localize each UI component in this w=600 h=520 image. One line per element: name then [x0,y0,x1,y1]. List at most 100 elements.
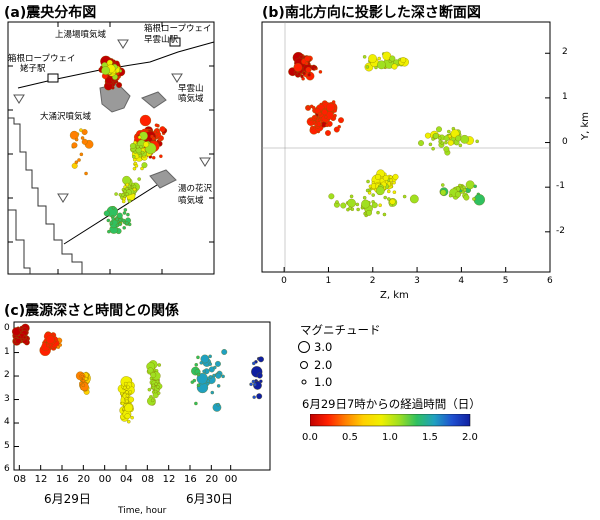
section-hypocenter-point [463,194,470,201]
depth-time-point [215,372,222,379]
depth-time-x-tick-label: 04 [120,474,133,485]
section-xlabel: Z, km [380,290,409,301]
mag-1-symbol [301,379,307,385]
section-hypocenter-point [297,72,301,76]
depth-time-x-tick-label: 00 [224,474,238,485]
label-yunohanazawa-1: 湯の花沢 [178,184,213,194]
depth-time-x-tick-label: 20 [205,474,219,485]
depth-time-point [125,399,129,404]
epicenter-point [137,135,142,140]
mag-1-label: 1.0 [314,375,333,389]
depth-time-point [249,382,253,387]
section-hypocenter-point [462,188,467,192]
section-y-tick-label: 2 [562,47,568,58]
depth-time-point [126,419,131,424]
section-hypocenter-point [400,57,407,63]
depth-time-x-tick-label: 00 [98,474,112,485]
station-triangle-icon [13,94,25,104]
section-x-tick-label: 1 [325,276,332,286]
section-hypocenter-point [371,202,378,209]
epicenter-point [101,66,110,75]
section-hypocenter-point [374,174,381,180]
depth-time-point [221,349,228,355]
epicenter-point [79,152,84,157]
epicenter-point [122,226,126,230]
section-hypocenter-point [337,124,341,129]
section-hypocenter-point [310,125,314,130]
section-x-tick-label: 2 [369,276,376,286]
section-hypocenter-point [299,55,304,59]
epicenter-point [114,192,118,196]
epicenter-point [106,218,111,223]
depth-time-point [128,390,133,394]
boundary-line [8,117,83,274]
section-hypocenter-point [331,100,336,104]
mag-3-label: 3.0 [314,340,333,354]
section-hypocenter-point [305,66,312,73]
label-kamiyuba: 上湯場噴気域 [55,30,107,40]
ubako-station-marker [47,73,59,83]
section-hypocenter-point [475,139,479,144]
section-hypocenter-point [368,54,377,63]
epicenter-point [129,143,136,149]
mag-2-label: 2.0 [314,358,333,372]
section-hypocenter-point [333,126,340,133]
epicenter-point [159,154,163,159]
depth-time-point [202,369,206,374]
depth-time-point [252,361,256,366]
label-yunohanazawa-2: 噴気域 [178,196,204,206]
section-hypocenter-point [433,133,439,139]
epicenter-point [74,137,79,142]
depth-time-point [194,363,199,367]
depth-time-point [256,372,263,379]
depth-time-point [56,345,61,349]
epicenter-point [116,82,123,89]
section-hypocenter-point [377,60,386,70]
epicenter-point [140,150,145,155]
depth-time-point [258,356,264,363]
station-triangle-icon [117,39,129,49]
section-hypocenter-point [458,143,463,148]
section-y-tick-label: 1 [562,91,568,102]
panel-a-title: (a)震央分布図 [4,5,97,21]
station-triangles [13,39,211,203]
section-x-tick-label: 6 [547,276,553,286]
depth-time-point [259,379,263,384]
epicenter-point [123,208,128,212]
epicenter-point [158,138,162,142]
epicenter-point [107,229,111,234]
section-hypocenter-point [455,191,461,198]
epicenter-point [159,126,166,133]
section-hypocenter-point [335,200,339,204]
depth-time-point [45,335,55,344]
depth-time-y-tick-label: 0 [4,323,10,334]
epicenter-point [151,136,156,141]
section-x-tick-label: 3 [414,276,420,286]
mag-3-symbol [298,341,310,353]
epicenter-point [111,216,115,221]
sounzan-station-marker [169,37,181,47]
depth-time-point [156,391,161,395]
label-ubako-station-2: 姥子駅 [20,64,46,74]
section-hypocenter-point [447,134,452,139]
station-triangle-icon [57,193,69,203]
label-ubako-station-1: 箱根ロープウェイ [8,54,76,64]
epicenter-point [143,141,150,148]
section-hypocenter-point [392,190,397,194]
depth-time-point [151,383,156,388]
magnitude-legend-symbols [298,341,310,385]
depth-time-point [147,367,154,374]
section-hypocenter-point [377,56,381,61]
magnitude-legend-title: マグニチュード [300,323,381,337]
depth-time-x-tick-label: 12 [34,474,48,485]
depth-time-point [153,389,158,394]
depth-time-point [147,387,152,392]
section-hypocenter-point [440,189,447,196]
epicenter-point [79,128,83,132]
section-hypocenter-point [366,179,370,184]
epicenter-point [84,171,88,176]
depth-time-point [128,396,135,403]
label-sounzan-2: 噴気域 [178,94,204,104]
epicenter-point [127,199,132,203]
depth-time-point [150,372,157,378]
